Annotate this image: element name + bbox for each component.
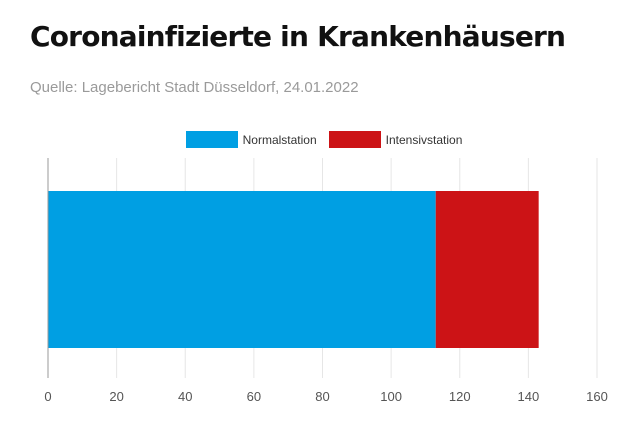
x-tick-label: 20: [109, 389, 123, 404]
x-tick-label: 100: [380, 389, 402, 404]
x-tick-label: 140: [518, 389, 540, 404]
chart-source: Quelle: Lagebericht Stadt Düsseldorf, 24…: [30, 79, 359, 96]
legend-item-normalstation[interactable]: Normalstation: [185, 131, 317, 148]
chart-title: Coronainfizierte in Krankenhäusern: [30, 20, 566, 53]
legend-label-intensivstation: Intensivstation: [385, 132, 463, 147]
x-tick-label: 160: [586, 389, 608, 404]
legend-label-normalstation: Normalstation: [242, 132, 317, 147]
x-tick-label: 40: [178, 389, 192, 404]
chart-legend: Normalstation Intensivstation: [0, 131, 640, 148]
legend-swatch-intensivstation: [328, 131, 381, 148]
x-tick-label: 0: [44, 389, 51, 404]
x-tick-label: 80: [315, 389, 329, 404]
bar-intensivstation[interactable]: [435, 191, 539, 348]
x-tick-label: 60: [247, 389, 261, 404]
bar-group: [48, 191, 539, 348]
x-tick-label: 120: [449, 389, 471, 404]
bar-normalstation[interactable]: [48, 191, 436, 348]
legend-item-intensivstation[interactable]: Intensivstation: [328, 131, 463, 148]
legend-swatch-normalstation: [185, 131, 238, 148]
x-axis: 0 20 40 60 80 100 120 140 160: [44, 158, 608, 404]
